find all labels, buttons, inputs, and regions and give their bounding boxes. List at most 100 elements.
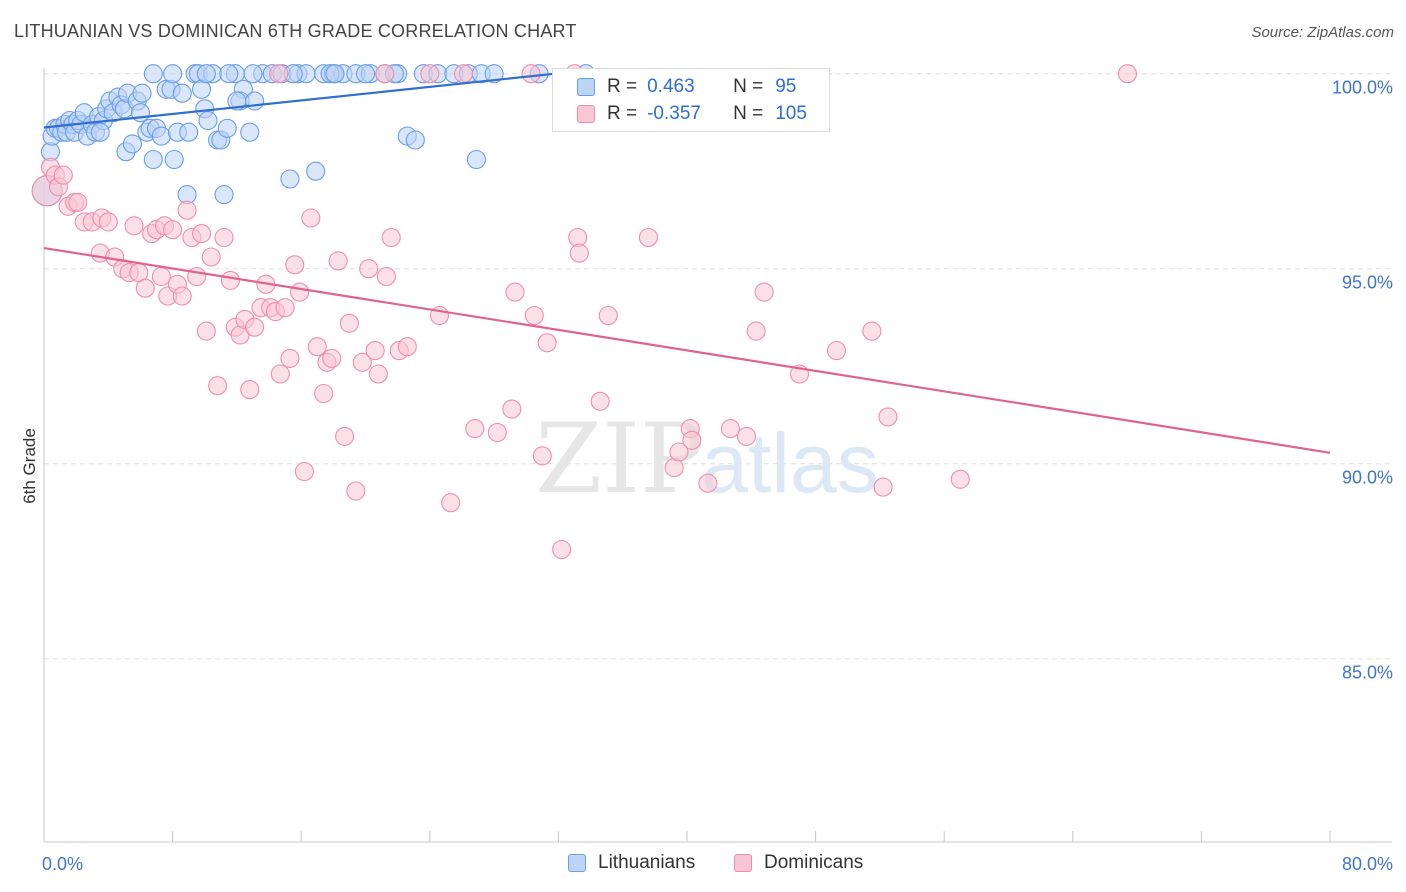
dominican-point <box>314 383 334 404</box>
lithuanian-point <box>163 64 183 84</box>
lithuanian-point <box>466 149 486 170</box>
lithuanian-point <box>90 122 110 142</box>
trend-line-lithuanians <box>43 72 556 129</box>
dominican-point <box>151 266 171 287</box>
dominican-point <box>397 337 417 357</box>
dominican-point <box>590 391 610 411</box>
dominican-point <box>873 477 893 497</box>
dominican-point <box>322 348 342 368</box>
legend-swatch-pink <box>734 854 752 872</box>
dominican-point <box>294 461 314 482</box>
dominican-point <box>682 430 702 450</box>
dominican-point <box>638 227 658 248</box>
dominican-point <box>280 348 300 368</box>
lithuanian-point <box>164 149 184 170</box>
legend-item-dominicans[interactable]: Dominicans <box>734 852 863 874</box>
lithuanian-point <box>243 64 263 84</box>
dominican-point <box>465 419 485 439</box>
lithuanian-point <box>405 130 425 150</box>
dominican-point <box>720 419 740 439</box>
lithuanian-point <box>179 122 199 142</box>
dominican-point <box>328 251 348 271</box>
dominican-point <box>191 224 212 244</box>
dominican-point <box>269 64 289 84</box>
dominican-point <box>754 282 774 302</box>
dominican-point <box>275 298 295 318</box>
x-tick-label: 0.0% <box>42 854 83 874</box>
lithuanian-point <box>143 149 163 170</box>
dominican-point <box>505 282 525 302</box>
dominican-point <box>346 481 366 501</box>
dominican-point <box>245 317 265 337</box>
stats-legend: R = 0.463 N = 95 R = -0.357 N = 105 <box>552 68 830 132</box>
y-tick-label: 100.0% <box>1332 78 1393 98</box>
legend-label: Lithuanians <box>598 852 696 873</box>
lithuanian-point <box>227 91 247 111</box>
dominican-point <box>98 212 118 232</box>
dominican-point <box>441 493 461 513</box>
y-tick-label: 95.0% <box>1342 273 1393 293</box>
dominican-point <box>826 341 847 361</box>
dominican-point <box>552 539 572 560</box>
dominican-point <box>487 422 507 443</box>
dominican-point <box>736 426 757 446</box>
n-label: N = <box>733 103 764 124</box>
dominican-point <box>307 337 327 357</box>
lithuanian-point <box>172 83 192 103</box>
n-value: 95 <box>775 76 797 97</box>
tick-labels: 85.0% 90.0% 95.0% 100.0% 0.0% 80.0% <box>42 78 1393 874</box>
r-label: R = <box>607 76 638 97</box>
trend-lines <box>43 72 1331 454</box>
dominican-point <box>746 321 766 341</box>
dominican-point <box>669 442 689 462</box>
n-label: N = <box>733 76 764 97</box>
dominican-point <box>569 243 589 263</box>
dominican-point <box>290 282 310 302</box>
lithuanian-point <box>122 134 142 154</box>
lithuanian-point <box>325 64 345 84</box>
legend-label: Dominicans <box>764 852 864 873</box>
dominican-point <box>698 473 718 493</box>
lithuanian-point <box>245 91 265 111</box>
legend-row-dominicans: R = -0.357 N = 105 <box>577 101 807 127</box>
legend-row-lithuanians: R = 0.463 N = 95 <box>577 74 796 100</box>
dominican-point <box>220 270 241 290</box>
dominican-point <box>53 165 73 185</box>
y-tick-label: 90.0% <box>1342 468 1393 488</box>
chart-title: LITHUANIAN VS DOMINICAN 6TH GRADE CORREL… <box>14 21 577 41</box>
lithuanian-point <box>198 110 218 131</box>
lithuanian-point <box>484 64 504 84</box>
dominican-point <box>532 446 552 466</box>
dominican-point <box>359 259 379 279</box>
legend-swatch-blue <box>568 854 586 872</box>
dominican-point <box>368 364 388 384</box>
lithuanian-point <box>355 64 376 84</box>
dominican-point <box>502 399 522 419</box>
dominican-point <box>420 64 440 84</box>
y-tick-label: 85.0% <box>1342 663 1393 683</box>
grid <box>44 73 1392 660</box>
lithuanian-point <box>196 64 216 84</box>
dominican-point <box>163 220 183 240</box>
dominican-point <box>376 266 396 287</box>
lithuanian-point <box>214 185 234 205</box>
legend-item-lithuanians[interactable]: Lithuanians <box>568 852 695 874</box>
dominican-point <box>352 352 372 372</box>
lithuanian-point <box>143 64 163 84</box>
dominican-point <box>285 255 305 275</box>
lithuanian-point <box>217 118 237 138</box>
dominican-point <box>524 305 544 326</box>
dominican-point <box>454 64 474 84</box>
source-label: Source: ZipAtlas.com <box>1251 24 1394 41</box>
legend-swatch-blue <box>577 78 595 96</box>
dominican-point <box>240 380 260 400</box>
y-axis-label: 6th Grade <box>20 428 39 504</box>
r-value: -0.357 <box>647 103 701 124</box>
lithuanian-point <box>280 169 300 189</box>
dominican-point <box>537 333 557 353</box>
dominican-point <box>365 341 385 361</box>
dominican-point <box>177 200 197 220</box>
dominican-point <box>214 227 234 248</box>
dominican-point <box>339 313 359 333</box>
dominican-point <box>301 208 321 228</box>
